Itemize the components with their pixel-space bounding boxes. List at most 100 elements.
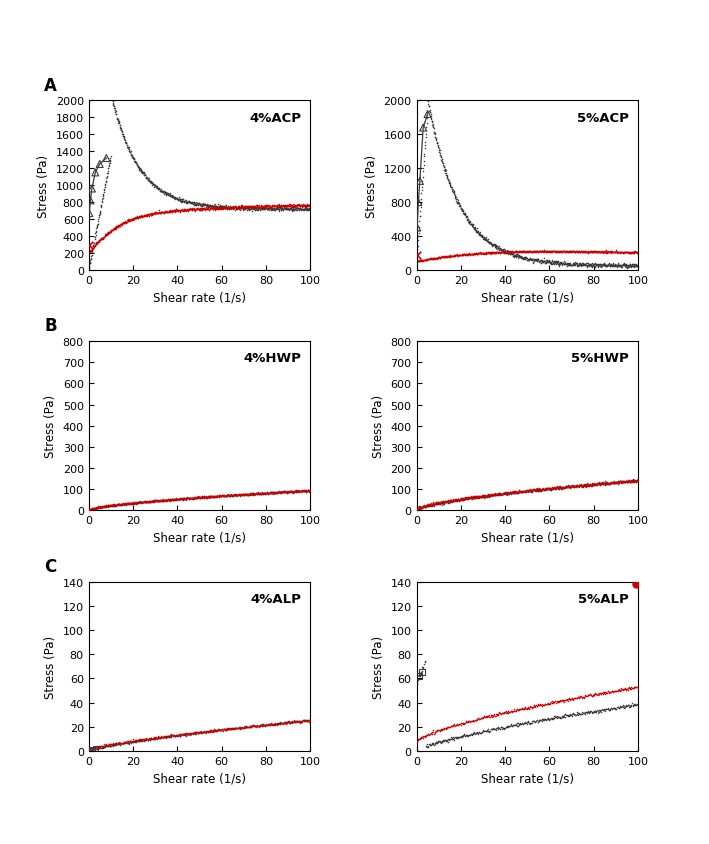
Point <box>202 725 213 738</box>
Point <box>482 490 493 503</box>
Point <box>129 213 140 226</box>
Point <box>562 260 573 273</box>
Point <box>264 199 275 213</box>
Point <box>579 479 591 493</box>
Point <box>279 200 291 214</box>
Point <box>136 496 147 510</box>
Point <box>459 492 471 506</box>
Point <box>467 219 478 232</box>
Point <box>267 487 279 500</box>
Point <box>489 489 500 502</box>
Point <box>500 246 511 259</box>
Point <box>255 201 266 214</box>
Point <box>418 162 429 176</box>
Point <box>561 480 572 494</box>
Point <box>434 496 445 510</box>
Point <box>468 248 479 262</box>
Point <box>125 497 136 511</box>
Point <box>289 716 301 729</box>
Point <box>176 204 187 218</box>
Point <box>464 491 476 505</box>
Point <box>414 210 425 224</box>
Point <box>286 484 297 498</box>
Point <box>100 500 111 513</box>
Point <box>158 186 169 199</box>
Point <box>449 494 460 507</box>
Point <box>113 736 124 749</box>
Point <box>161 494 172 507</box>
Point <box>156 206 167 219</box>
Point <box>177 728 188 741</box>
Point <box>506 246 517 260</box>
Point <box>571 706 583 719</box>
Point <box>284 486 295 500</box>
Point <box>201 203 212 216</box>
Point <box>301 714 313 728</box>
Point <box>432 252 443 265</box>
Point <box>199 490 211 504</box>
Point <box>259 201 271 214</box>
Point <box>274 486 285 500</box>
Point <box>143 174 155 187</box>
Point <box>213 203 224 216</box>
Point <box>298 713 309 727</box>
Point <box>270 717 281 731</box>
Point <box>416 184 428 197</box>
Point <box>514 704 525 717</box>
Point <box>231 488 242 501</box>
Point <box>98 186 109 199</box>
Point <box>259 718 271 732</box>
Point <box>124 214 135 227</box>
Point <box>101 500 112 513</box>
Point <box>507 486 518 500</box>
Point <box>493 246 504 260</box>
Point <box>257 203 269 216</box>
Point <box>471 225 482 239</box>
Point <box>575 690 586 703</box>
Point <box>442 251 453 264</box>
Point <box>152 208 163 221</box>
Point <box>102 165 113 178</box>
Point <box>475 711 486 725</box>
Point <box>559 693 571 706</box>
Point <box>244 203 255 216</box>
Point <box>206 490 218 504</box>
Point <box>85 503 96 517</box>
Point <box>465 492 476 506</box>
Point <box>167 728 179 742</box>
Point <box>224 489 235 502</box>
Point <box>464 218 476 231</box>
Point <box>299 713 311 727</box>
Point <box>294 484 305 498</box>
Point <box>539 712 550 726</box>
Point <box>420 729 431 743</box>
Point <box>485 238 496 252</box>
Point <box>250 202 262 215</box>
Point <box>595 476 606 490</box>
Point <box>616 475 627 489</box>
Point <box>549 695 561 708</box>
Point <box>525 701 537 714</box>
Point <box>435 735 446 749</box>
Point <box>474 727 486 740</box>
Point <box>233 488 245 501</box>
Point <box>537 256 549 269</box>
Point <box>632 680 643 694</box>
Point <box>167 205 179 219</box>
Point <box>555 256 566 269</box>
Point <box>564 245 576 258</box>
Point <box>207 203 218 216</box>
Point <box>471 725 483 738</box>
Point <box>135 733 146 747</box>
Point <box>86 503 98 517</box>
Point <box>267 200 278 214</box>
Point <box>436 155 447 169</box>
Point <box>226 202 238 215</box>
Point <box>197 199 208 213</box>
Point <box>133 160 144 174</box>
Point <box>239 203 250 217</box>
Point <box>444 176 455 190</box>
Point <box>214 202 225 215</box>
Point <box>100 738 111 752</box>
Point <box>528 483 540 496</box>
